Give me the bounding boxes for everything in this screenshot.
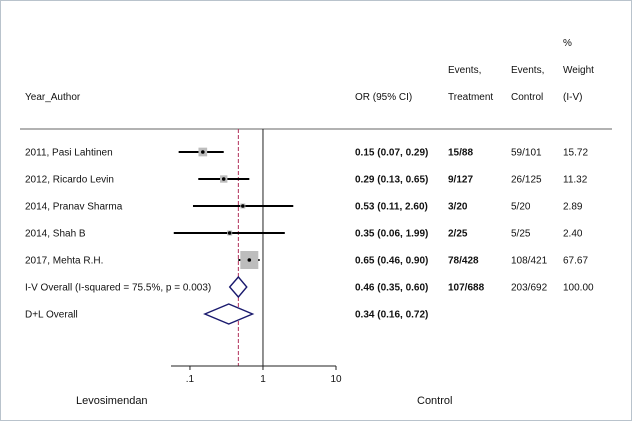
point-estimate — [201, 150, 205, 154]
events-control: 5/25 — [511, 229, 531, 240]
point-estimate — [221, 177, 226, 181]
study-row: 2017, Mehta R.H. 0.65 (0.46, 0.90) 78/428 1… — [25, 251, 588, 269]
overall-rows: I-V Overall (I-squared = 75.5%, p = 0.00… — [25, 275, 594, 325]
overall-row: D+L Overall 0.34 (0.16, 0.72) — [25, 303, 428, 325]
events-treatment: 9/127 — [448, 175, 473, 186]
xlabel-right: Control — [417, 395, 452, 407]
overall-label: I-V Overall (I-squared = 75.5%, p = 0.00… — [25, 283, 211, 294]
point-estimate — [227, 231, 232, 235]
study-label: 2017, Mehta R.H. — [25, 256, 103, 267]
study-label: 2014, Shah B — [25, 229, 86, 240]
overall-events-control: 203/692 — [511, 283, 548, 294]
header-or: OR (95% CI) — [355, 92, 412, 103]
study-rows: 2011, Pasi Lahtinen 0.15 (0.07, 0.29) 15/8… — [25, 148, 588, 269]
study-label: 2011, Pasi Lahtinen — [25, 148, 113, 159]
events-control: 5/20 — [511, 202, 531, 213]
point-estimate — [241, 204, 245, 208]
header-weight-line1: % — [563, 38, 572, 49]
overall-or-ci-text: 0.46 (0.35, 0.60) — [355, 283, 428, 294]
overall-row: I-V Overall (I-squared = 75.5%, p = 0.00… — [25, 275, 594, 299]
weight-value: 11.32 — [563, 175, 588, 186]
weight-value: 2.89 — [563, 202, 583, 213]
events-control: 26/125 — [511, 175, 542, 186]
header-events-treatment-line2: Treatment — [448, 92, 493, 103]
study-row: 2012, Ricardo Levin 0.29 (0.13, 0.65) 9/12… — [25, 175, 588, 186]
study-label: 2014, Pranav Sharma — [25, 202, 123, 213]
events-treatment: 2/25 — [448, 229, 468, 240]
or-ci-text: 0.53 (0.11, 2.60) — [355, 202, 428, 213]
x-tick-label: 10 — [330, 374, 342, 385]
or-ci-text: 0.15 (0.07, 0.29) — [355, 148, 428, 159]
header-weight-line3: (I-V) — [563, 92, 582, 103]
header-events-control-line1: Events, — [511, 65, 544, 76]
study-row: 2014, Pranav Sharma 0.53 (0.11, 2.60) 3/20… — [25, 202, 583, 213]
events-treatment: 3/20 — [448, 202, 468, 213]
weight-value: 2.40 — [563, 229, 583, 240]
events-control: 59/101 — [511, 148, 542, 159]
overall-label: D+L Overall — [25, 310, 78, 321]
weight-value: 67.67 — [563, 256, 588, 267]
events-treatment: 78/428 — [448, 256, 479, 267]
study-row: 2011, Pasi Lahtinen 0.15 (0.07, 0.29) 15/8… — [25, 148, 588, 159]
overall-weight: 100.00 — [563, 283, 594, 294]
x-tick-label: 1 — [260, 374, 266, 385]
overall-diamond — [228, 275, 248, 299]
xlabel-left: Levosimendan — [76, 395, 148, 407]
study-row: 2014, Shah B 0.35 (0.06, 1.99) 2/25 5/25 2.4… — [25, 229, 583, 240]
or-ci-text: 0.65 (0.46, 0.90) — [355, 256, 428, 267]
overall-or-ci-text: 0.34 (0.16, 0.72) — [355, 310, 428, 321]
point-estimate — [247, 258, 252, 262]
weight-value: 15.72 — [563, 148, 588, 159]
x-tick-label: .1 — [186, 374, 195, 385]
x-ticks: .1 1 10 — [186, 366, 342, 385]
header-events-control-line2: Control — [511, 92, 543, 103]
events-control: 108/421 — [511, 256, 548, 267]
header-study: Year_Author — [25, 92, 81, 103]
study-label: 2012, Ricardo Levin — [25, 175, 114, 186]
header-events-treatment-line1: Events, — [448, 65, 481, 76]
overall-events-treatment: 107/688 — [448, 283, 485, 294]
or-ci-text: 0.29 (0.13, 0.65) — [355, 175, 428, 186]
header: Year_Author OR (95% CI) Events, Treatmen… — [25, 38, 594, 103]
overall-diamond — [203, 303, 255, 325]
header-weight-line2: Weight — [563, 65, 594, 76]
events-treatment: 15/88 — [448, 148, 473, 159]
or-ci-text: 0.35 (0.06, 1.99) — [355, 229, 428, 240]
